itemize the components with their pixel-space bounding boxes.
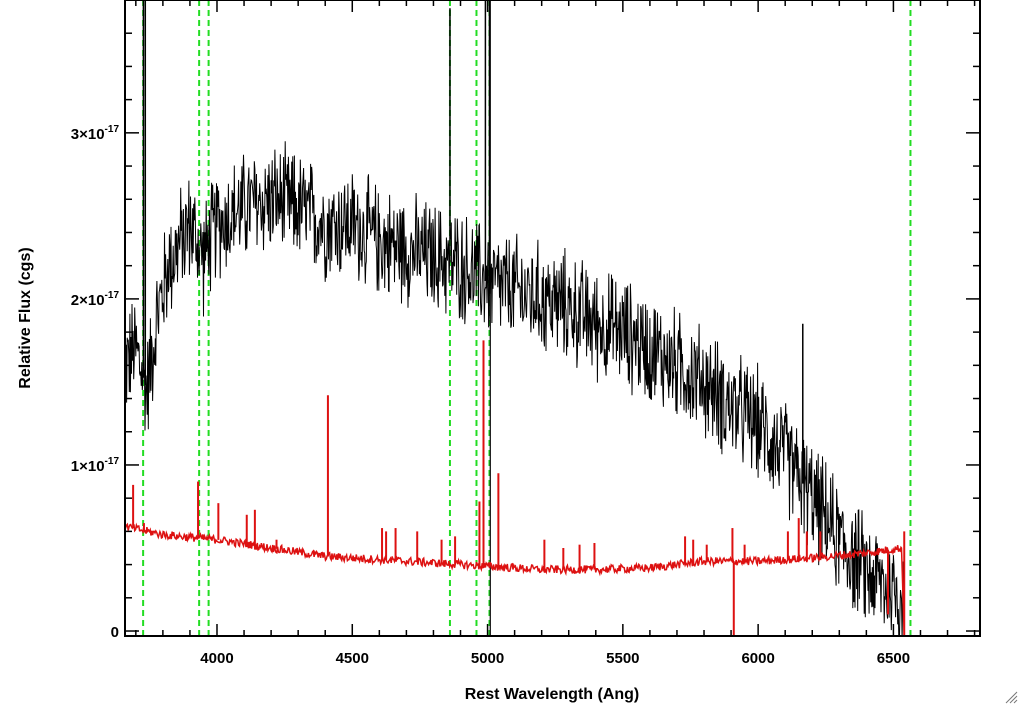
x-tick-label: 4500 <box>336 650 369 667</box>
y-tick-label: 3×10-17 <box>71 124 120 143</box>
series-layer <box>125 0 980 636</box>
x-tick-label: 6500 <box>877 650 910 667</box>
x-tick-label: 4000 <box>200 650 233 667</box>
y-tick-label: 1×10-17 <box>71 456 120 475</box>
reference-lines <box>142 0 912 636</box>
resize-grip-icon[interactable] <box>1004 690 1018 704</box>
series-line-model <box>125 522 980 636</box>
x-tick-label: 5500 <box>606 650 639 667</box>
x-tick-label: 5000 <box>471 650 504 667</box>
series-line-observed <box>125 141 905 636</box>
y-tick-label: 0 <box>111 624 119 641</box>
plot-frame <box>124 0 981 637</box>
y-tick-label: 2×10-17 <box>71 290 120 309</box>
axes: 4000 4500 5000 5500 6000 6500 0 1×10-17 2×10-17 3… <box>71 0 981 667</box>
x-tick-label: 6000 <box>741 650 774 667</box>
plot-area <box>125 0 980 636</box>
y-axis-title: Relative Flux (cgs) <box>17 247 34 388</box>
x-axis-title: Rest Wavelength (Ang) <box>465 686 640 703</box>
